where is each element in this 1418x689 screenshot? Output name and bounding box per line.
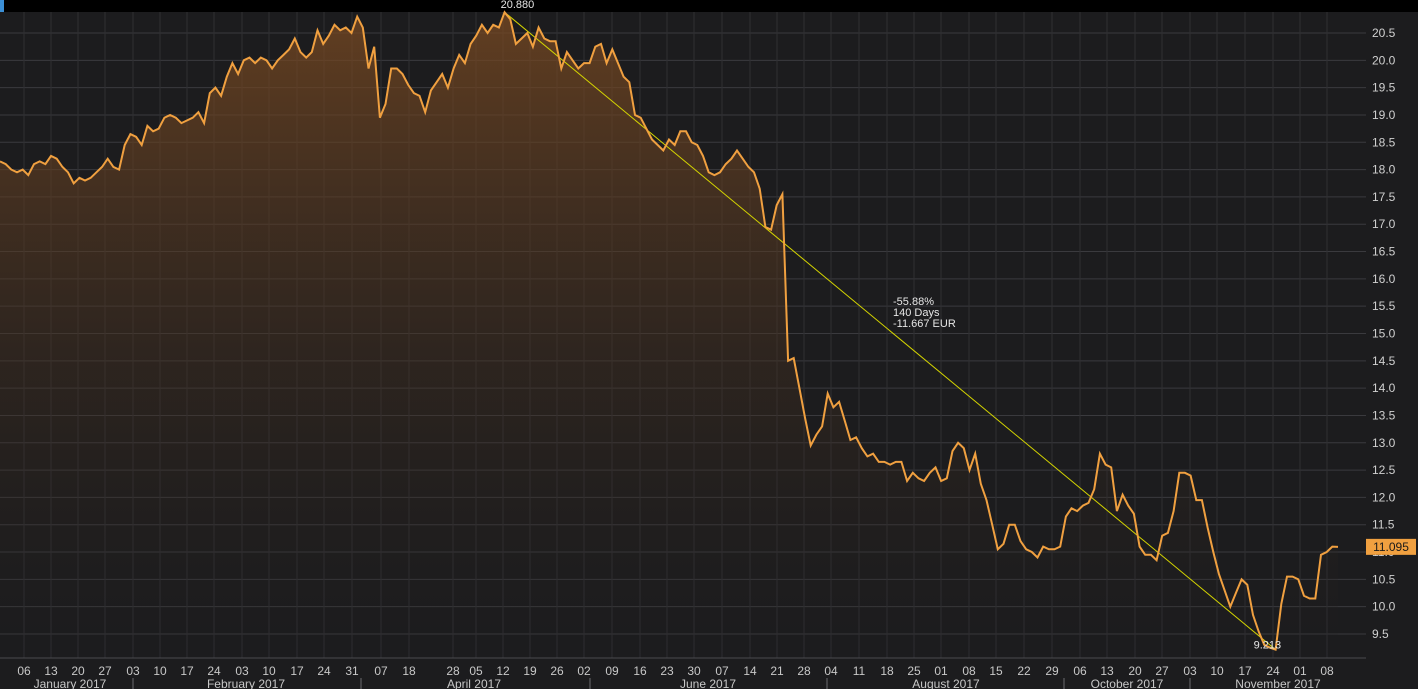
x-tick-label: 23 bbox=[660, 664, 674, 678]
y-tick-label: 11.5 bbox=[1372, 518, 1395, 532]
x-tick-label: 18 bbox=[402, 664, 416, 678]
x-tick-label: 01 bbox=[934, 664, 948, 678]
y-tick-label: 9.5 bbox=[1372, 627, 1389, 641]
y-tick-label: 15.5 bbox=[1372, 299, 1396, 313]
x-tick-label: 12 bbox=[496, 664, 510, 678]
x-tick-label: 10 bbox=[262, 664, 276, 678]
month-label: April 2017 bbox=[447, 677, 501, 689]
y-tick-label: 10.0 bbox=[1372, 600, 1396, 614]
x-tick-label: 03 bbox=[1183, 664, 1197, 678]
x-tick-label: 24 bbox=[207, 664, 221, 678]
month-label: November 2017 bbox=[1235, 677, 1321, 689]
x-tick-label: 22 bbox=[1017, 664, 1031, 678]
x-tick-label: 30 bbox=[687, 664, 701, 678]
x-tick-label: 29 bbox=[1045, 664, 1059, 678]
annotation-line: -55.88% bbox=[893, 296, 934, 308]
x-tick-label: 09 bbox=[605, 664, 619, 678]
value-markers: 20.880 9.213 11.095 bbox=[501, 0, 1416, 652]
y-tick-label: 18.5 bbox=[1372, 135, 1396, 149]
x-tick-label: 08 bbox=[1320, 664, 1334, 678]
x-tick-label: 20 bbox=[71, 664, 85, 678]
y-tick-label: 14.5 bbox=[1372, 354, 1396, 368]
x-tick-label: 01 bbox=[1293, 664, 1307, 678]
x-tick-label: 07 bbox=[374, 664, 388, 678]
x-tick-label: 03 bbox=[235, 664, 249, 678]
month-label: January 2017 bbox=[34, 677, 107, 689]
x-tick-label: 11 bbox=[853, 664, 866, 678]
price-line bbox=[0, 10, 1339, 652]
x-tick-label: 06 bbox=[1073, 664, 1087, 678]
x-tick-label: 18 bbox=[880, 664, 894, 678]
x-tick-label: 15 bbox=[989, 664, 1003, 678]
x-tick-label: 17 bbox=[1238, 664, 1252, 678]
y-tick-label: 12.0 bbox=[1372, 490, 1396, 504]
x-tick-label: 04 bbox=[824, 664, 838, 678]
x-tick-label: 02 bbox=[577, 664, 591, 678]
x-tick-label: 28 bbox=[797, 664, 811, 678]
month-label: August 2017 bbox=[912, 677, 980, 689]
price-area-fill bbox=[0, 12, 1338, 658]
y-axis: 9.510.010.511.011.512.012.513.013.514.01… bbox=[1366, 12, 1418, 689]
x-tick-label: 17 bbox=[290, 664, 304, 678]
x-tick-label: 13 bbox=[44, 664, 58, 678]
x-tick-label: 13 bbox=[1100, 664, 1114, 678]
x-tick-label: 27 bbox=[1155, 664, 1169, 678]
y-tick-label: 20.0 bbox=[1372, 53, 1396, 67]
x-tick-label: 25 bbox=[907, 664, 921, 678]
y-tick-label: 10.5 bbox=[1372, 572, 1396, 586]
x-tick-label: 24 bbox=[317, 664, 331, 678]
window-accent-marker bbox=[0, 0, 4, 12]
month-label: June 2017 bbox=[680, 677, 736, 689]
top-bar bbox=[0, 0, 1418, 12]
y-tick-label: 19.5 bbox=[1372, 81, 1396, 95]
x-tick-label: 31 bbox=[345, 664, 359, 678]
y-tick-label: 14.0 bbox=[1372, 381, 1396, 395]
month-label: October 2017 bbox=[1091, 677, 1164, 689]
x-tick-label: 03 bbox=[126, 664, 140, 678]
y-tick-label: 13.0 bbox=[1372, 436, 1396, 450]
y-axis-panel bbox=[1366, 12, 1418, 689]
x-tick-label: 05 bbox=[469, 664, 483, 678]
low-value-label: 9.213 bbox=[1254, 640, 1282, 652]
x-tick-label: 06 bbox=[17, 664, 31, 678]
y-tick-label: 20.5 bbox=[1372, 26, 1396, 40]
x-tick-label: 26 bbox=[550, 664, 564, 678]
last-value-label: 11.095 bbox=[1373, 540, 1409, 554]
x-tick-label: 28 bbox=[446, 664, 460, 678]
x-axis-panel bbox=[0, 658, 1366, 689]
x-tick-label: 08 bbox=[962, 664, 976, 678]
x-tick-label: 20 bbox=[1128, 664, 1142, 678]
y-tick-label: 19.0 bbox=[1372, 108, 1396, 122]
x-tick-label: 21 bbox=[770, 664, 784, 678]
x-tick-label: 16 bbox=[633, 664, 647, 678]
annotation-line: -11.667 EUR bbox=[893, 318, 956, 330]
trend-annotation: -55.88%140 Days-11.667 EUR bbox=[893, 296, 956, 330]
x-tick-label: 19 bbox=[523, 664, 537, 678]
x-tick-label: 24 bbox=[1266, 664, 1280, 678]
high-value-label: 20.880 bbox=[501, 0, 535, 11]
annotation-line: 140 Days bbox=[893, 307, 940, 319]
x-tick-label: 10 bbox=[153, 664, 167, 678]
last-value-badge bbox=[1366, 538, 1416, 555]
x-tick-label: 07 bbox=[715, 664, 729, 678]
y-tick-label: 16.5 bbox=[1372, 245, 1396, 259]
y-tick-label: 17.5 bbox=[1372, 190, 1396, 204]
x-tick-label: 14 bbox=[743, 664, 757, 678]
y-tick-label: 18.0 bbox=[1372, 163, 1396, 177]
trend-line bbox=[504, 11, 1276, 651]
x-tick-label: 17 bbox=[180, 664, 194, 678]
y-tick-label: 17.0 bbox=[1372, 217, 1396, 231]
x-tick-label: 27 bbox=[98, 664, 112, 678]
y-tick-label: 12.5 bbox=[1372, 463, 1396, 477]
month-label: February 2017 bbox=[207, 677, 285, 689]
x-axis: 06 13 20 27 03 10 17 24 03 10 17 24 31 07 18 28 05 12 19 26… bbox=[0, 657, 1366, 689]
y-tick-label: 16.0 bbox=[1372, 272, 1396, 286]
y-tick-label: 15.0 bbox=[1372, 327, 1396, 341]
x-tick-label: 10 bbox=[1210, 664, 1224, 678]
y-tick-label: 13.5 bbox=[1372, 408, 1396, 422]
